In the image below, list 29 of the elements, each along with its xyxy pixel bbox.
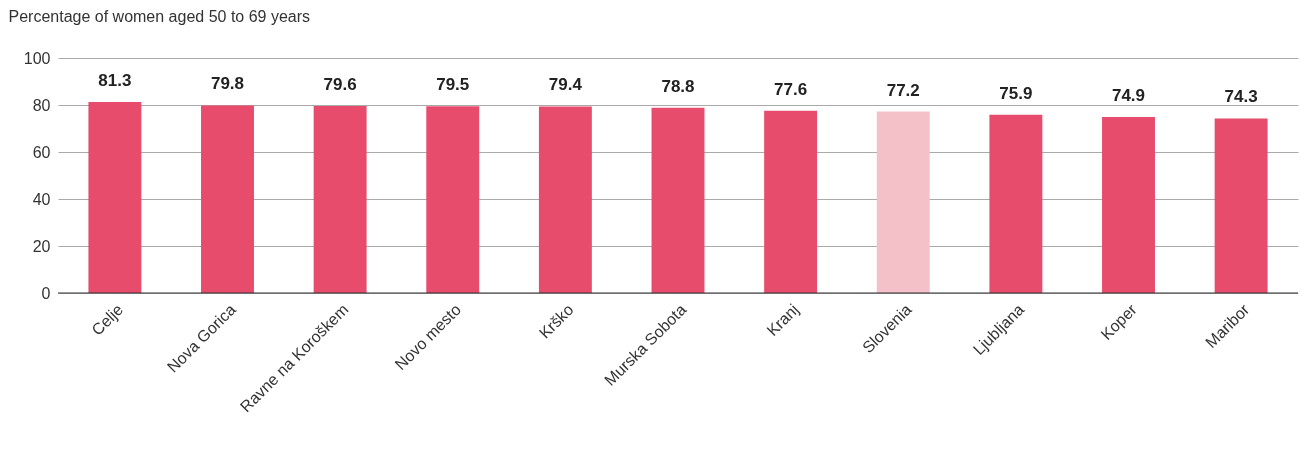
- data-label: 77.6: [774, 79, 808, 99]
- bar: [313, 105, 367, 293]
- data-label: 79.5: [436, 75, 470, 95]
- bar: [426, 106, 480, 293]
- y-tick-label: 100: [23, 49, 51, 67]
- data-label: 81.3: [98, 70, 132, 90]
- y-axis-title: Percentage of women aged 50 to 69 years: [8, 7, 311, 25]
- bar: [1102, 116, 1155, 293]
- data-label: 75.9: [999, 83, 1033, 103]
- bar: [201, 105, 254, 293]
- data-label: 74.3: [1224, 87, 1258, 107]
- y-tick-label: 0: [41, 284, 51, 302]
- bar: [651, 107, 705, 293]
- bar: [88, 101, 142, 293]
- data-label: 74.9: [1111, 85, 1146, 105]
- y-tick-label: 40: [32, 190, 51, 208]
- bar: [876, 111, 930, 293]
- bar: [764, 110, 818, 293]
- data-label: 77.2: [886, 80, 920, 100]
- y-tick-label: 60: [32, 143, 51, 161]
- y-tick-label: 80: [32, 96, 51, 114]
- bar: [1214, 118, 1268, 293]
- data-label: 79.8: [210, 74, 245, 94]
- data-label: 79.4: [548, 75, 583, 95]
- data-label: 78.8: [661, 76, 695, 96]
- bar: [989, 114, 1043, 293]
- bar: [538, 106, 592, 293]
- data-label: 79.6: [323, 74, 357, 94]
- y-tick-label: 20: [32, 237, 51, 255]
